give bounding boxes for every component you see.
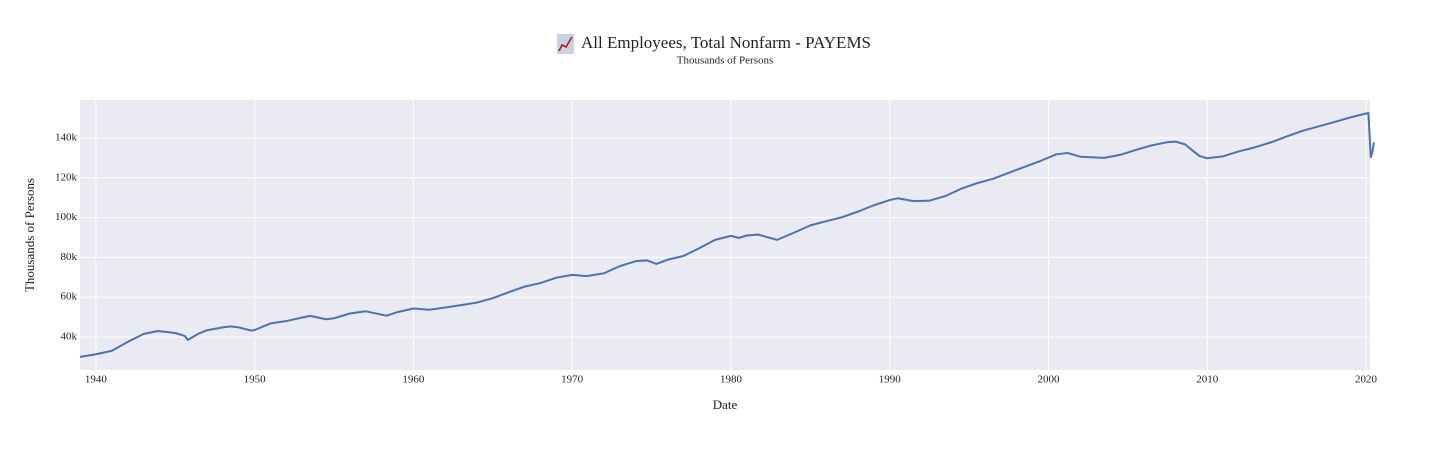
y-axis-label: Thousands of Persons — [22, 178, 37, 292]
y-tick-label: 120k — [55, 171, 78, 183]
x-tick-label: 2010 — [1196, 374, 1219, 386]
chart-subtitle: Thousands of Persons — [677, 55, 774, 67]
title-icon — [557, 34, 574, 54]
x-tick-label: 1980 — [720, 374, 743, 386]
y-tick-label: 80k — [61, 251, 78, 263]
y-tick-label: 60k — [61, 291, 78, 303]
x-tick-label: 1940 — [85, 374, 108, 386]
icon-frame — [557, 34, 574, 54]
x-tick-label: 1960 — [402, 374, 425, 386]
data-line — [79, 112, 1375, 358]
x-tick-label: 1950 — [244, 374, 267, 386]
x-tick-label: 2020 — [1355, 374, 1378, 386]
plot-area — [80, 100, 1370, 370]
x-axis-label: Date — [713, 397, 738, 412]
icon-line — [558, 36, 573, 52]
y-tick-label: 40k — [61, 331, 78, 343]
x-tick-label: 1970 — [561, 374, 584, 386]
y-tick-label: 140k — [55, 132, 78, 144]
y-tick-label: 100k — [55, 211, 78, 223]
x-tick-label: 1990 — [879, 374, 902, 386]
x-tick-label: 2000 — [1037, 374, 1060, 386]
chart-title: All Employees, Total Nonfarm - PAYEMS — [581, 33, 871, 52]
